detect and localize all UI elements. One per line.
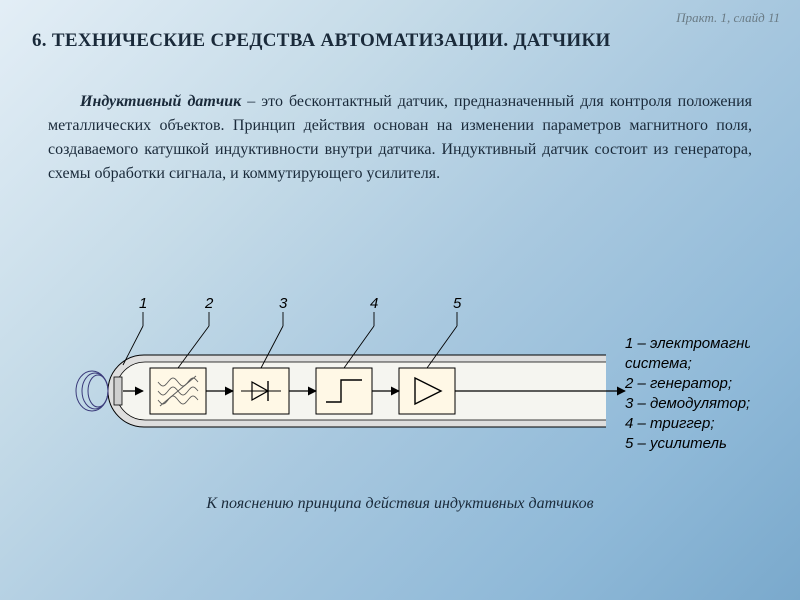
svg-text:4 – триггер;: 4 – триггер;: [625, 415, 715, 432]
svg-text:1 – электромагнитная: 1 – электромагнитная: [625, 335, 750, 352]
svg-text:1: 1: [139, 295, 147, 312]
svg-text:4: 4: [370, 295, 378, 312]
svg-text:5 – усилитель: 5 – усилитель: [625, 435, 727, 452]
svg-text:3: 3: [279, 295, 288, 312]
slide-meta: Практ. 1, слайд 11: [676, 10, 780, 26]
sensor-diagram: 1 2 3 4 5 1 – электромагнитная система; 2 – ге…: [50, 270, 750, 490]
diagram-caption: К пояснению принципа действия индуктивны…: [0, 495, 800, 513]
paragraph-lead: Индуктивный датчик: [80, 93, 241, 110]
svg-text:5: 5: [453, 295, 462, 312]
body-paragraph: Индуктивный датчик – это бесконтактный д…: [48, 90, 752, 186]
svg-text:2 – генератор;: 2 – генератор;: [624, 375, 732, 392]
page-title: 6. ТЕХНИЧЕСКИЕ СРЕДСТВА АВТОМАТИЗАЦИИ. Д…: [32, 30, 611, 52]
svg-text:система;: система;: [625, 355, 692, 372]
svg-text:2: 2: [204, 295, 214, 312]
svg-text:3 – демодулятор;: 3 – демодулятор;: [625, 395, 750, 412]
